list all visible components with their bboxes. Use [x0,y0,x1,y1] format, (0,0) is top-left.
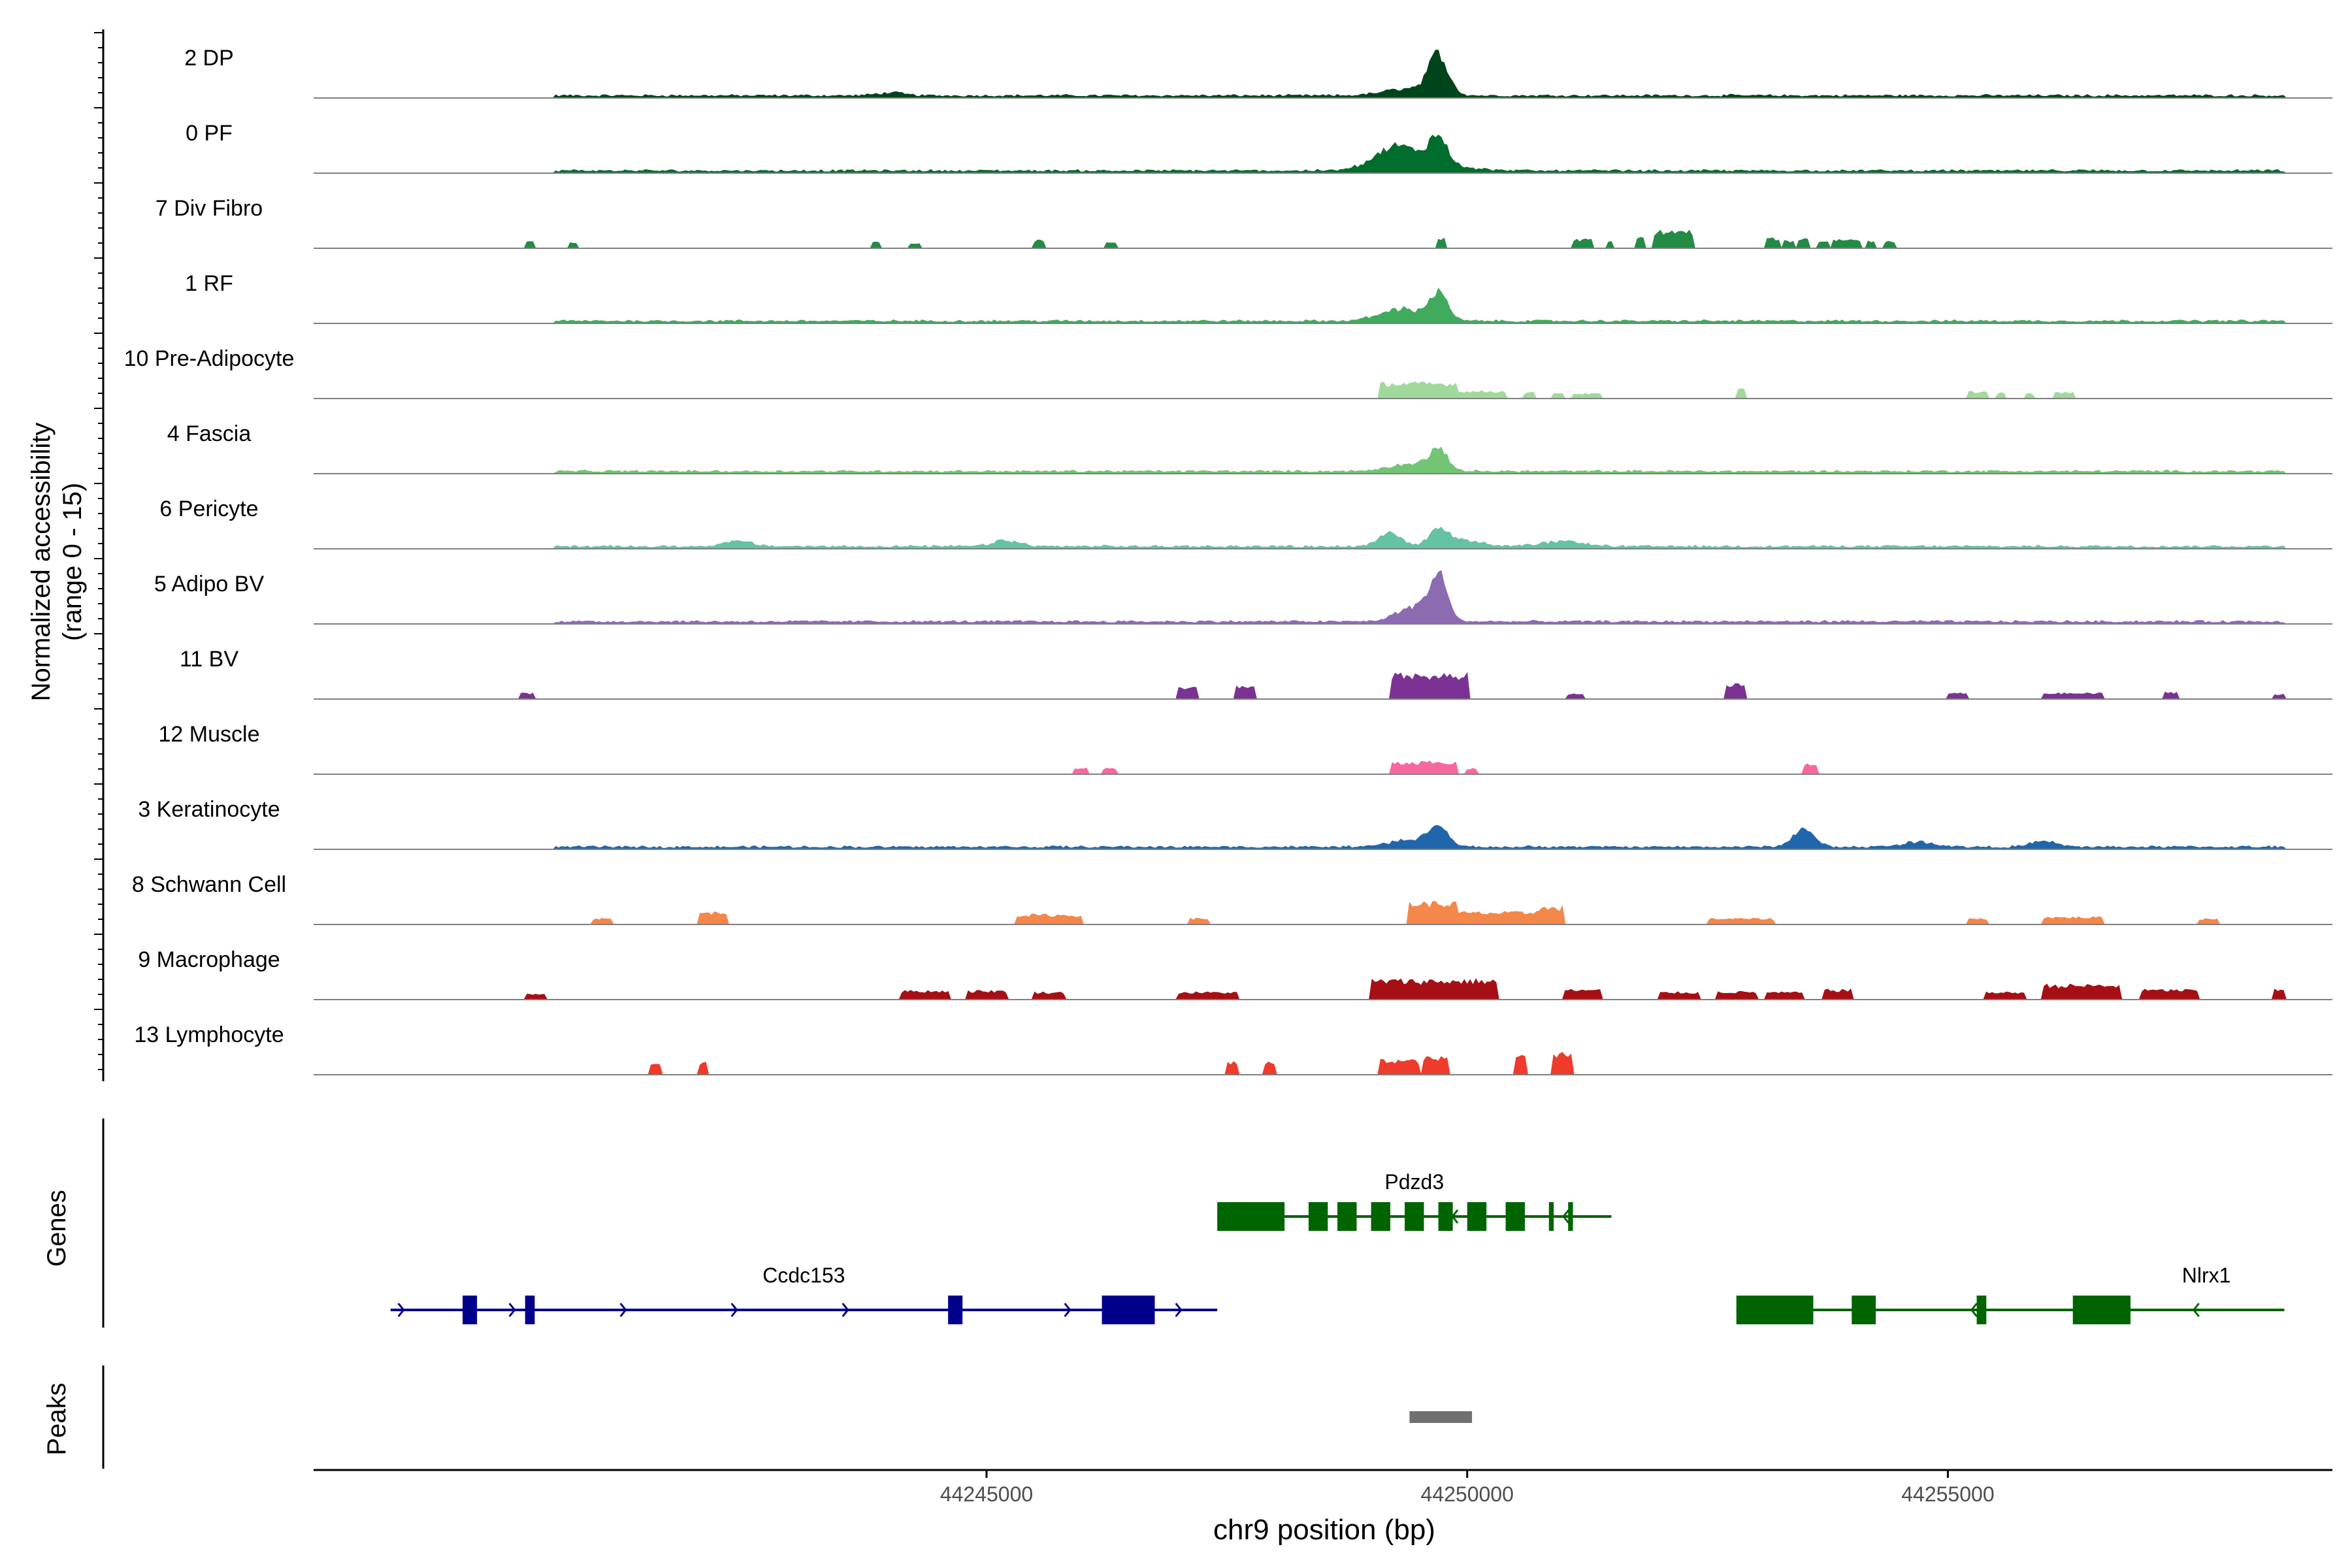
track-3-keratinocyte: 3 Keratinocyte [138,797,2332,850]
coverage-area [314,901,2332,925]
peaks-panel-label: Peaks [42,1382,71,1455]
gene-exon [1337,1202,1357,1231]
track-label: 11 BV [180,647,238,672]
track-5-adipo-bv: 5 Adipo BV [154,570,2332,625]
coverage-area [314,287,2332,324]
gene-name-label: Ccdc153 [762,1264,845,1287]
genes-panel-label: Genes [42,1190,71,1267]
x-axis-label: chr9 position (bp) [1213,1514,1435,1546]
track-11-bv: 11 BV [180,647,2332,700]
gene-exon [1548,1202,1554,1231]
strand-arrow [2192,1303,2200,1317]
track-10-pre-adipocyte: 10 Pre-Adipocyte [124,346,2332,399]
gene-exon [948,1296,963,1324]
gene-exon [463,1296,478,1324]
strand-arrow [841,1303,849,1317]
track-label: 7 Div Fibro [155,196,263,221]
gene-exon [2072,1296,2131,1324]
track-label: 3 Keratinocyte [138,797,280,822]
gene-exon [1568,1202,1573,1231]
coverage-area [314,672,2332,700]
track-label: 8 Schwann Cell [132,872,286,897]
coverage-area [314,978,2332,1000]
gene-exon [1308,1202,1328,1231]
x-tick-label: 44255000 [1901,1482,1994,1506]
y-axis-label: Normalized accessibility [27,423,56,702]
track-label: 1 RF [185,271,233,296]
track-6-pericyte: 6 Pericyte [159,497,2332,549]
coverage-area [314,825,2332,850]
gene-exon [1405,1202,1424,1231]
strand-arrow [1064,1303,1071,1317]
strand-arrow [619,1303,627,1317]
track-label: 0 PF [186,121,233,146]
coverage-y-axis: Normalized accessibility (range 0 - 15) [27,29,105,1081]
gene-ccdc153: Ccdc153 [390,1264,1218,1324]
gene-exon [1467,1202,1487,1231]
peaks-panel: Peaks [42,1365,1473,1469]
track-label: 12 Muscle [159,722,260,747]
coverage-panel: 2 DP 0 PF 7 Div Fibro 1 RF 10 Pre-Adipocyte 4… [124,46,2332,1075]
coverage-area [314,760,2332,775]
gene-exon [1736,1296,1814,1324]
x-axis: chr9 position (bp) 44245000 44250000 44255… [314,1469,2332,1546]
gene-exon [1852,1296,1876,1324]
strand-arrow [1562,1209,1570,1224]
gene-exon [1217,1202,1285,1231]
x-tick-label: 44250000 [1421,1482,1514,1506]
track-7-div-fibro: 7 Div Fibro [155,196,2332,250]
coverage-area [314,382,2332,399]
track-label: 5 Adipo BV [154,572,265,596]
track-12-muscle: 12 Muscle [159,722,2332,775]
track-label: 13 Lymphocyte [134,1022,284,1047]
coverage-area [314,50,2332,99]
strand-arrow [730,1303,738,1317]
track-label: 9 Macrophage [138,947,280,972]
gene-exon [1102,1296,1155,1324]
track-9-macrophage: 9 Macrophage [138,947,2332,1000]
track-label: 4 Fascia [167,421,252,446]
coverage-area [314,570,2332,625]
track-label: 6 Pericyte [159,497,258,521]
coverage-area [314,446,2332,474]
coverage-area [314,134,2332,174]
gene-exon [525,1296,535,1324]
gene-exon [1505,1202,1525,1231]
y-axis-range-label: (range 0 - 15) [58,483,87,641]
track-0-pf: 0 PF [186,121,2332,174]
gene-pdzd3: Pdzd3 [1217,1170,1612,1231]
x-tick-label: 44245000 [940,1482,1033,1506]
coverage-area [314,527,2332,549]
track-13-lymphocyte: 13 Lymphocyte [134,1022,2332,1075]
gene-exon [1438,1202,1453,1231]
strand-arrow [508,1303,516,1317]
track-4-fascia: 4 Fascia [167,421,2332,474]
strand-arrow [1175,1303,1183,1317]
track-1-rf: 1 RF [185,271,2332,324]
track-8-schwann-cell: 8 Schwann Cell [132,872,2332,925]
gene-exon [1976,1296,1987,1324]
strand-arrow [1970,1303,1978,1317]
coverage-area [314,229,2332,250]
gene-exon [1371,1202,1390,1231]
gene-nlrx1: Nlrx1 [1736,1264,2285,1324]
strand-arrow [397,1303,405,1317]
peak-region [1409,1411,1473,1423]
gene-name-label: Nlrx1 [2182,1264,2231,1287]
track-label: 10 Pre-Adipocyte [124,346,295,371]
genes-panel: Genes Pdzd3 Ccdc153 Nlrx1 [42,1119,2285,1328]
track-label: 2 DP [184,46,234,71]
coverage-area [314,1052,2332,1075]
gene-name-label: Pdzd3 [1384,1170,1444,1194]
track-2-dp: 2 DP [184,46,2332,99]
